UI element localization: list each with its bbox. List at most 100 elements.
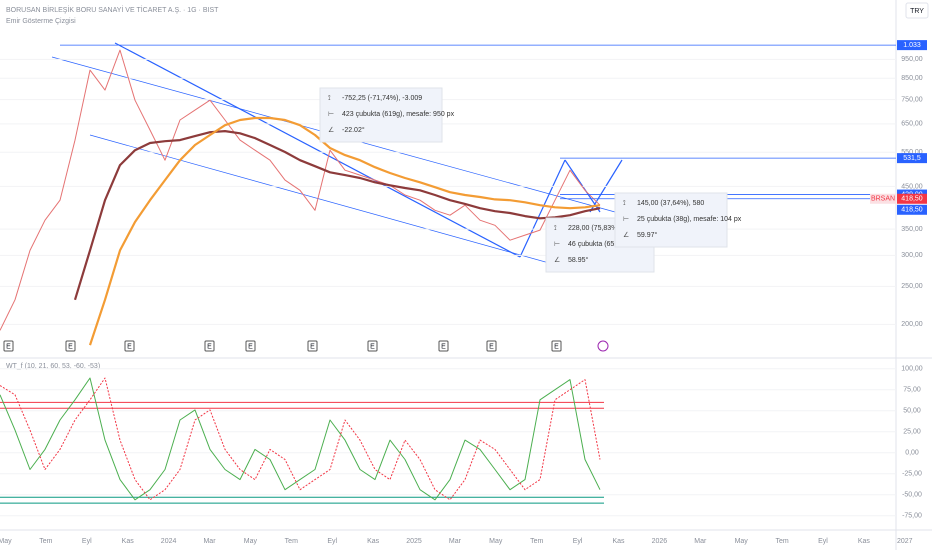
event-marker — [551, 340, 562, 352]
x-tick-label: Tem — [39, 538, 52, 545]
chart-subtitle: Emir Gösterme Çizgisi — [6, 18, 76, 25]
measure-text: 46 çubukta (65g), me — [568, 241, 634, 248]
x-tick-label: 2024 — [161, 538, 177, 545]
x-tick-label: May — [0, 538, 12, 545]
event-marker — [486, 340, 497, 352]
x-tick-label: Mar — [449, 538, 462, 545]
measure-box: -752,25 (-71,74%), -3.009 ⟟ 423 çubukta (6… — [319, 87, 455, 143]
y-tick-label: 850,00 — [901, 75, 923, 82]
x-tick-label: Tem — [775, 538, 788, 545]
x-tick-label: Kas — [612, 538, 625, 545]
series-line — [73, 130, 601, 301]
y-tick-label: 450,00 — [901, 183, 923, 190]
y-tick-label: 75,00 — [903, 387, 921, 394]
measure-icon: ⊢ — [328, 111, 334, 118]
x-tick-label: May — [489, 538, 503, 545]
measure-text: 423 çubukta (619g), mesafe: 950 px — [342, 111, 455, 118]
y-tick-label: -75,00 — [902, 513, 922, 520]
last-price-tag — [897, 193, 927, 204]
x-tick-label: Eyl — [818, 538, 828, 545]
event-marker — [245, 340, 256, 352]
x-tick-label: May — [244, 538, 258, 545]
y-tick-label: 25,00 — [903, 429, 921, 436]
price-tag-label: 418,50 — [901, 207, 923, 214]
x-tick-label: Kas — [367, 538, 380, 545]
measure-bg — [319, 87, 443, 143]
event-marker — [3, 340, 14, 352]
y-tick-label: 650,00 — [901, 121, 923, 128]
event-marker — [307, 340, 318, 352]
measure-icon: ⊢ — [554, 241, 560, 248]
event-label: E — [370, 343, 375, 350]
last-price-label: 418,50 — [901, 196, 923, 203]
event-label: E — [248, 343, 253, 350]
measure-icon: ⟟ — [554, 225, 557, 232]
measure-text: 59.97° — [637, 231, 658, 239]
channel-line — [89, 134, 568, 269]
y-tick-label: 100,00 — [901, 366, 923, 373]
x-tick-label: 2025 — [406, 538, 422, 545]
x-tick-label: Tem — [285, 538, 298, 545]
y-tick-label: 300,00 — [901, 252, 923, 259]
price-tag-label: 1.033 — [903, 42, 921, 49]
x-tick-label: Kas — [858, 538, 871, 545]
series-line — [0, 377, 601, 501]
price-tag-label: 531,5 — [903, 155, 921, 162]
y-tick-label: 750,00 — [901, 96, 923, 103]
currency-box[interactable] — [905, 2, 929, 19]
y-tick-label: -50,00 — [902, 492, 922, 499]
measure-icon: ∠ — [554, 256, 560, 264]
symbol-label: BRSAN — [871, 196, 895, 203]
x-tick-label: Tem — [530, 538, 543, 545]
x-tick-label: Eyl — [573, 538, 583, 545]
event-marker — [204, 340, 215, 352]
event-marker — [124, 340, 135, 352]
x-tick-label: Mar — [203, 538, 216, 545]
event-label: E — [6, 343, 11, 350]
measure-text: 228,00 (75,83%), 912 — [568, 225, 635, 232]
measure-icon: ⟟ — [328, 95, 331, 102]
series-line — [88, 116, 601, 346]
y-tick-label: 200,00 — [901, 321, 923, 328]
measure-icon: ∠ — [328, 126, 334, 134]
event-label: E — [489, 343, 494, 350]
event-label: E — [68, 343, 73, 350]
x-tick-label: May — [735, 538, 749, 545]
y-tick-label: -25,00 — [902, 471, 922, 478]
x-tick-label: Eyl — [327, 538, 337, 545]
y-tick-label: 250,00 — [901, 283, 923, 290]
indicator-title: WT_f (10, 21, 60, 53, -60, -53) — [6, 363, 100, 370]
price-tag — [897, 40, 927, 51]
measure-icon: ⟟ — [623, 200, 626, 207]
measure-bg — [614, 192, 728, 248]
x-tick-label: 2027 — [897, 538, 913, 545]
event-label: E — [554, 343, 559, 350]
currency[interactable]: TRY — [910, 8, 924, 15]
event-label: E — [310, 343, 315, 350]
event-label: E — [441, 343, 446, 350]
y-tick-label: 950,00 — [901, 56, 923, 63]
measure-text: 58.95° — [568, 256, 589, 264]
measure-icon: ⊢ — [623, 216, 629, 223]
price-tag — [897, 153, 927, 164]
x-tick-label: Mar — [694, 538, 707, 545]
measure-icon: ∠ — [623, 231, 629, 239]
x-tick-label: Eyl — [82, 538, 92, 545]
chart-title: BORUSAN BİRLEŞİK BORU SANAYİ VE TİCARET … — [6, 5, 219, 14]
price-tag — [897, 204, 927, 215]
x-tick-label: Kas — [122, 538, 135, 545]
event-marker — [367, 340, 378, 352]
series-line — [0, 377, 601, 501]
measure-text: -752,25 (-71,74%), -3.009 — [342, 95, 422, 102]
measure-text: -22.02° — [342, 126, 365, 134]
measure-box: 145,00 (37,64%), 580 ⟟ 25 çubukta (38g), m… — [614, 192, 742, 248]
event-marker — [65, 340, 76, 352]
measure-text: 25 çubukta (38g), mesafe: 104 px — [637, 216, 742, 223]
event-label: E — [127, 343, 132, 350]
event-marker — [438, 340, 449, 352]
series-line — [0, 49, 601, 331]
y-tick-label: 550,00 — [901, 149, 923, 156]
y-tick-label: 350,00 — [901, 226, 923, 233]
